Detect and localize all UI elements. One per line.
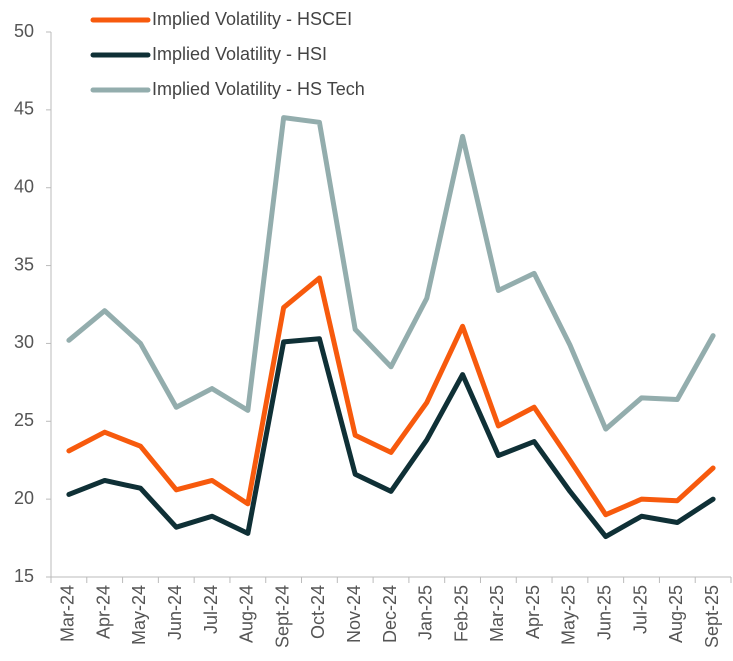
x-tick-label: Sept-24 [272,585,292,648]
y-tick-label: 40 [14,176,34,196]
line-series [66,336,716,540]
y-tick-label: 25 [14,410,34,430]
y-tick-label: 20 [14,488,34,508]
x-tick-label: Mar-25 [487,585,507,642]
x-tick-label: Oct-24 [308,585,328,639]
legend-label: Implied Volatility - HSCEI [152,9,352,29]
x-tick-label: May-25 [559,585,579,645]
x-tick-label: Jul-24 [201,585,221,634]
x-tick-label: Mar-24 [58,585,78,642]
x-tick-label: Nov-24 [344,585,364,643]
x-tick-label: Jun-24 [165,585,185,640]
x-tick-label: Apr-24 [93,585,113,639]
y-tick-label: 15 [14,566,34,586]
line-series [66,115,716,432]
x-tick-label: Feb-25 [451,585,471,642]
x-tick-label: Aug-24 [237,585,257,643]
x-tick-label: Jan-25 [416,585,436,640]
y-tick-label: 45 [14,99,34,119]
y-tick-label: 30 [14,332,34,352]
x-tick-label: Sept-25 [702,585,722,648]
legend-label: Implied Volatility - HSI [152,44,327,64]
x-tick-label: Aug-25 [666,585,686,643]
y-tick-label: 35 [14,254,34,274]
x-tick-label: Apr-25 [523,585,543,639]
x-tick-label: Dec-24 [380,585,400,643]
x-tick-label: Jun-25 [594,585,614,640]
line-series [66,275,716,518]
x-tick-label: May-24 [129,585,149,645]
x-tick-label: Jul-25 [630,585,650,634]
y-tick-label: 50 [14,21,34,41]
legend-label: Implied Volatility - HS Tech [152,79,365,99]
